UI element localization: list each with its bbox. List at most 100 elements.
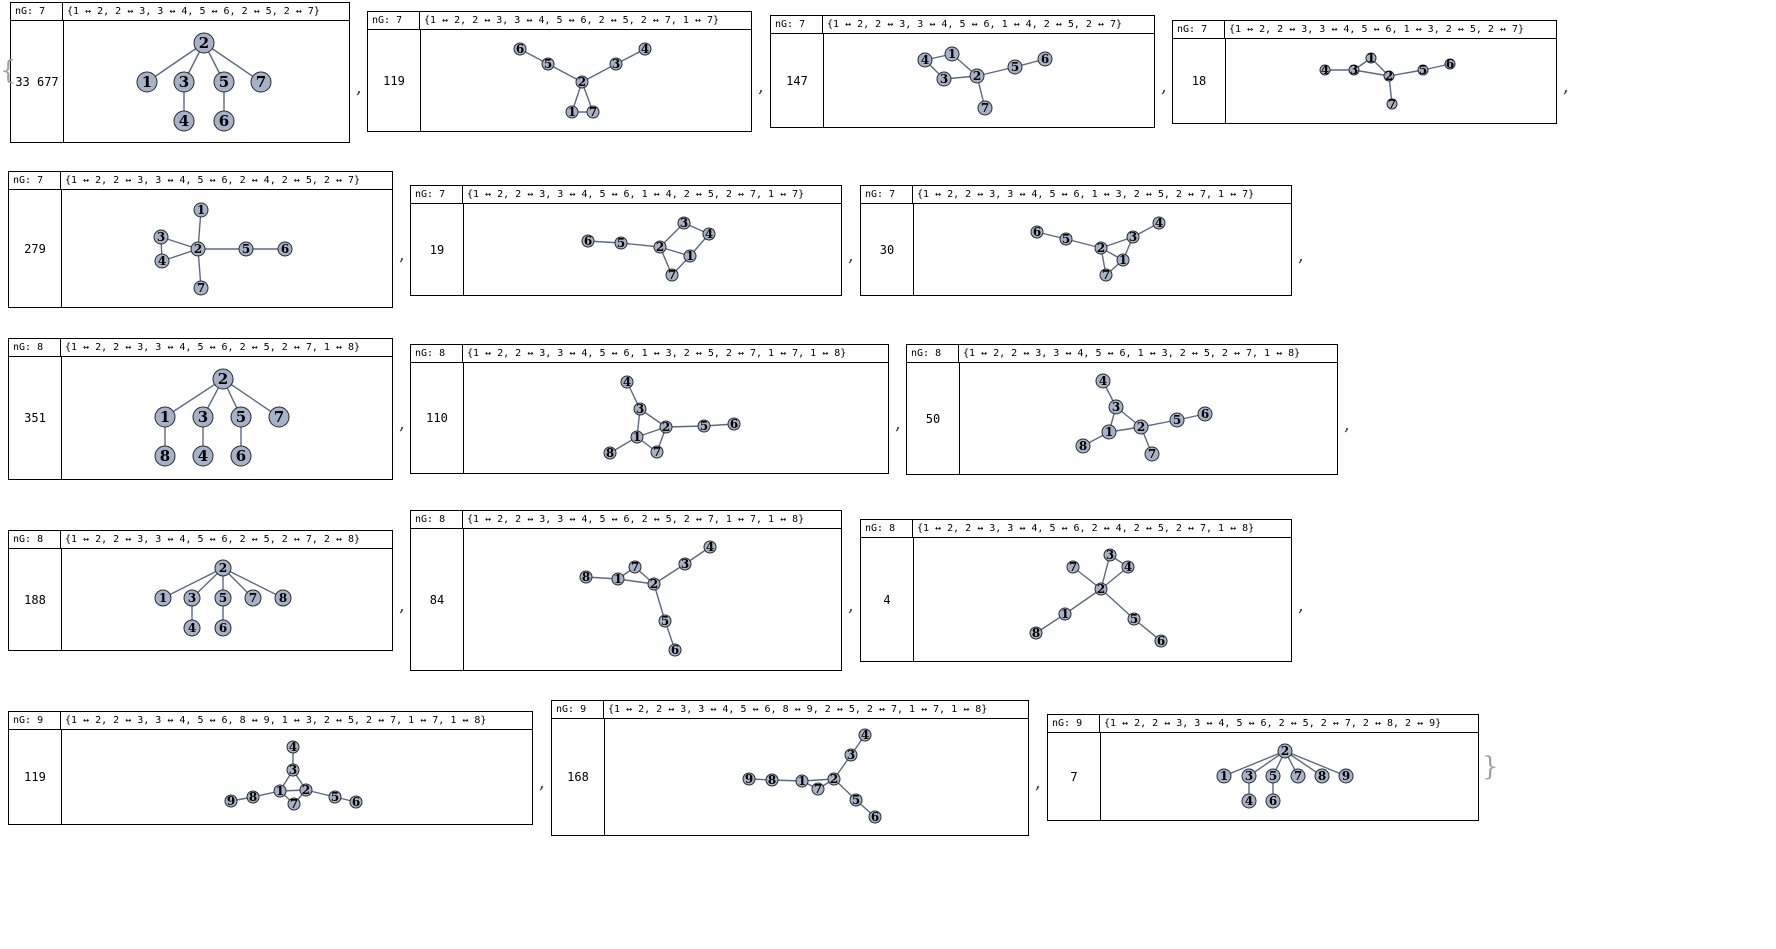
graph-card: nG: 7 {1 ↔ 2, 2 ↔ 3, 3 ↔ 4, 5 ↔ 6, 2 ↔ 5,…: [367, 11, 752, 132]
graph-node-label: 3: [847, 748, 855, 762]
node-count-label: nG: 9: [552, 701, 604, 718]
edge-list: {1 ↔ 2, 2 ↔ 3, 3 ↔ 4, 5 ↔ 6, 2 ↔ 5, 2 ↔ …: [67, 6, 320, 17]
node-count-label: nG: 9: [1048, 715, 1100, 732]
card-header: nG: 9 {1 ↔ 2, 2 ↔ 3, 3 ↔ 4, 5 ↔ 6, 8 ↔ 9,…: [552, 701, 1028, 719]
graph-node-label: 4: [921, 53, 929, 67]
graph-node-label: 8: [249, 790, 257, 804]
node-count-label: nG: 7: [9, 172, 61, 189]
graph-node-label: 3: [636, 402, 644, 416]
graph-node-label: 1: [142, 73, 152, 91]
graph-node-label: 1: [948, 47, 956, 61]
graph-card: nG: 8 {1 ↔ 2, 2 ↔ 3, 3 ↔ 4, 5 ↔ 6, 2 ↔ 5,…: [8, 338, 393, 480]
graph-node: [677, 216, 691, 230]
graph-node-label: 6: [281, 242, 289, 256]
graph-node: [565, 105, 579, 119]
graph-edge: [1353, 69, 1390, 77]
edge-list: {1 ↔ 2, 2 ↔ 3, 3 ↔ 4, 5 ↔ 6, 1 ↔ 4, 2 ↔ …: [467, 189, 805, 200]
graph-node-label: 8: [279, 591, 287, 605]
graph-node-label: 5: [219, 591, 227, 605]
graph-node: [703, 540, 717, 554]
graph-edge: [1100, 588, 1135, 620]
graph-node: [1127, 612, 1141, 626]
edge-list: {1 ↔ 2, 2 ↔ 3, 3 ↔ 4, 5 ↔ 6, 2 ↔ 4, 2 ↔ …: [65, 175, 361, 186]
graph-node-label: 1: [197, 203, 205, 217]
graph-node: [1386, 98, 1398, 110]
graph-node: [154, 445, 176, 467]
graph-node: [286, 763, 300, 777]
node-count-label: nG: 7: [411, 186, 463, 203]
graph-node: [1152, 216, 1166, 230]
graph-node: [238, 241, 254, 257]
graph-node-label: 1: [633, 430, 641, 444]
graph-card: nG: 9 {1 ↔ 2, 2 ↔ 3, 3 ↔ 4, 5 ↔ 6, 8 ↔ 9,…: [551, 700, 1029, 836]
graph-node-label: 7: [1294, 769, 1302, 783]
separator: ,: [1563, 76, 1569, 97]
graph-node: [1444, 58, 1456, 70]
graph-node-label: 7: [668, 268, 676, 282]
graph-node-label: 4: [706, 540, 714, 554]
graph-node-label: 6: [1041, 52, 1049, 66]
graph-node: [230, 445, 252, 467]
graph-node: [1154, 634, 1168, 648]
graph-node: [173, 110, 195, 132]
graph-node-label: 8: [1079, 439, 1087, 453]
graph-node: [1314, 768, 1330, 784]
graph-node: [136, 71, 158, 93]
graph-node: [1075, 438, 1091, 454]
graph-node-label: 2: [1281, 744, 1289, 758]
graph-node: [628, 560, 642, 574]
graph-node-label: 3: [940, 72, 948, 86]
graph-node: [609, 57, 623, 71]
graph-node-label: 1: [1105, 425, 1113, 439]
graph-node-label: 4: [179, 112, 189, 130]
graph-card: nG: 8 {1 ↔ 2, 2 ↔ 3, 3 ↔ 4, 5 ↔ 6, 2 ↔ 4,…: [860, 519, 1292, 662]
graph-node-label: 6: [1201, 407, 1209, 421]
graph-node-label: 7: [589, 105, 597, 119]
separator: ,: [895, 413, 901, 434]
graph-card: nG: 7 {1 ↔ 2, 2 ↔ 3, 3 ↔ 4, 5 ↔ 6, 1 ↔ 3,…: [1172, 20, 1557, 124]
node-count-label: nG: 7: [11, 3, 63, 20]
graph-node-label: 4: [198, 447, 208, 465]
separator: ,: [539, 772, 545, 793]
graph-node: [212, 368, 234, 390]
graph-node-label: 7: [1388, 97, 1396, 111]
graph-node-label: 4: [289, 740, 297, 754]
graph-edge: [222, 567, 284, 599]
graph-edge: [162, 567, 224, 599]
graph-count: 279: [9, 190, 62, 307]
graph-node-label: 1: [159, 591, 167, 605]
graph-node-label: 7: [631, 560, 639, 574]
graph-node-label: 3: [681, 557, 689, 571]
graph-node: [742, 772, 756, 786]
graph-node: [668, 643, 682, 657]
graph-node-label: 3: [1245, 769, 1253, 783]
graph-node-label: 8: [582, 570, 590, 584]
graph-node-label: 7: [653, 445, 661, 459]
graph-card: nG: 7 {1 ↔ 2, 2 ↔ 3, 3 ↔ 4, 5 ↔ 6, 2 ↔ 5,…: [10, 2, 350, 143]
edge-list: {1 ↔ 2, 2 ↔ 3, 3 ↔ 4, 5 ↔ 6, 1 ↔ 3, 2 ↔ …: [467, 348, 847, 359]
graph-node: [1290, 768, 1306, 784]
graph-node-label: 1: [276, 784, 284, 798]
graph-edge: [203, 42, 262, 83]
graph-node-label: 4: [1245, 794, 1253, 808]
node-count-label: nG: 8: [411, 511, 463, 528]
graph-node-label: 5: [1062, 232, 1070, 246]
graph-node: [575, 75, 589, 89]
graph-node-label: 3: [179, 73, 189, 91]
graph-node: [1144, 446, 1160, 462]
graph-drawing: 1 2 3 4 5 6 7 8: [154, 559, 292, 637]
graph-node: [268, 406, 290, 428]
graph-node-label: 4: [1124, 560, 1132, 574]
graph-node: [702, 227, 716, 241]
edge-list: {1 ↔ 2, 2 ↔ 3, 3 ↔ 4, 5 ↔ 6, 8 ↔ 9, 1 ↔ …: [65, 715, 487, 726]
graph-node-label: 5: [331, 790, 339, 804]
graph-node: [586, 105, 600, 119]
graph-node-label: 5: [236, 408, 246, 426]
card-header: nG: 8 {1 ↔ 2, 2 ↔ 3, 3 ↔ 4, 5 ↔ 6, 1 ↔ 3,…: [411, 345, 888, 363]
graph-node: [1007, 59, 1023, 75]
graph-node-label: 5: [852, 793, 860, 807]
graph-node-label: 7: [249, 591, 257, 605]
graph-node: [633, 402, 647, 416]
